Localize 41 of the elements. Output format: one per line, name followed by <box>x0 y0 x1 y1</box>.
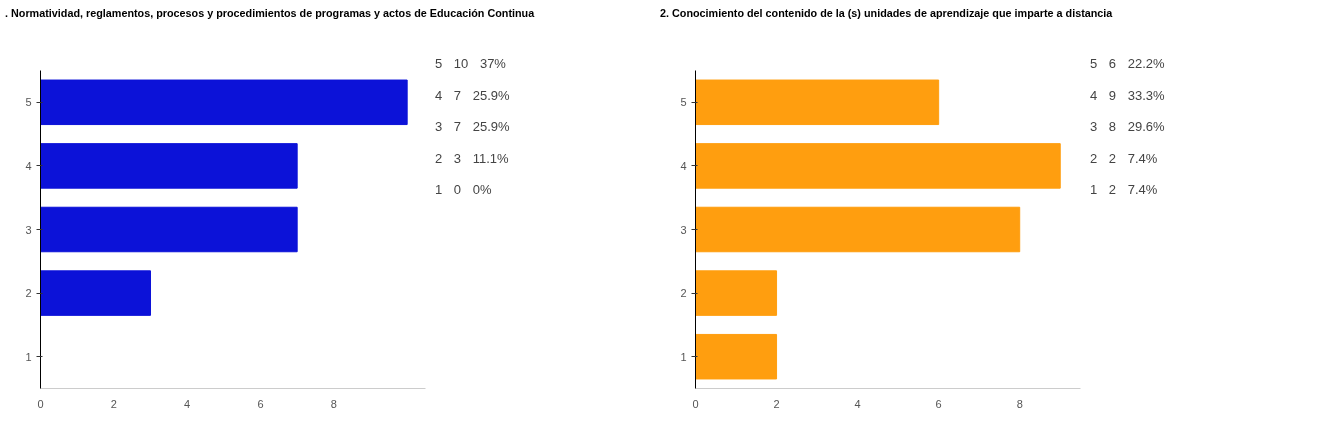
bar <box>40 79 408 126</box>
y-tick-label: 1 <box>680 350 687 363</box>
y-tick-label: 3 <box>680 223 687 236</box>
bar <box>695 143 1061 189</box>
bar <box>695 79 940 126</box>
bar <box>40 143 298 189</box>
x-tick-label: 8 <box>330 397 337 410</box>
chart-title: . Normatividad, reglamentos, procesos y procedimientos de programas y actos de Educación Continua <box>5 6 535 21</box>
x-tick-label: 6 <box>935 397 942 410</box>
y-tick-label: 4 <box>680 159 687 172</box>
y-tick-label: 2 <box>25 287 32 300</box>
text: 1 0 0% <box>435 181 493 200</box>
text: 2 2 7.4% <box>1090 149 1159 168</box>
bar <box>695 333 778 380</box>
text: 2 3 11.1% <box>435 149 510 168</box>
chart-title: 2. Conocimiento del contenido de la (s) unidades de aprendizaje que imparte a distancia <box>660 6 1113 21</box>
bar <box>40 270 151 316</box>
text: 4 7 25.9% <box>435 86 510 105</box>
x-tick-label: 4 <box>854 397 861 410</box>
text: 5 10 37% <box>435 55 507 73</box>
x-tick-label: 8 <box>1016 397 1023 410</box>
text: 1 2 7.4% <box>1090 181 1159 200</box>
x-tick-label: 2 <box>773 397 780 410</box>
text: 3 8 29.6% <box>1090 118 1165 137</box>
text: 3 7 25.9% <box>435 118 510 137</box>
y-tick-label: 2 <box>680 287 687 300</box>
y-tick-label: 5 <box>680 96 687 109</box>
x-tick-label: 4 <box>184 397 191 410</box>
x-tick-label: 6 <box>257 397 264 410</box>
y-tick-label: 5 <box>25 96 32 109</box>
x-tick-label: 0 <box>37 397 44 410</box>
x-tick-label: 0 <box>692 397 699 410</box>
bar <box>40 206 298 253</box>
bar <box>695 206 1021 253</box>
y-tick-label: 3 <box>25 223 32 236</box>
y-tick-label: 4 <box>25 159 32 172</box>
text: 4 9 33.3% <box>1090 86 1165 105</box>
bar <box>695 270 778 316</box>
y-tick-label: 1 <box>25 350 32 363</box>
x-tick-label: 2 <box>110 397 117 410</box>
text: 5 6 22.2% <box>1090 55 1165 73</box>
